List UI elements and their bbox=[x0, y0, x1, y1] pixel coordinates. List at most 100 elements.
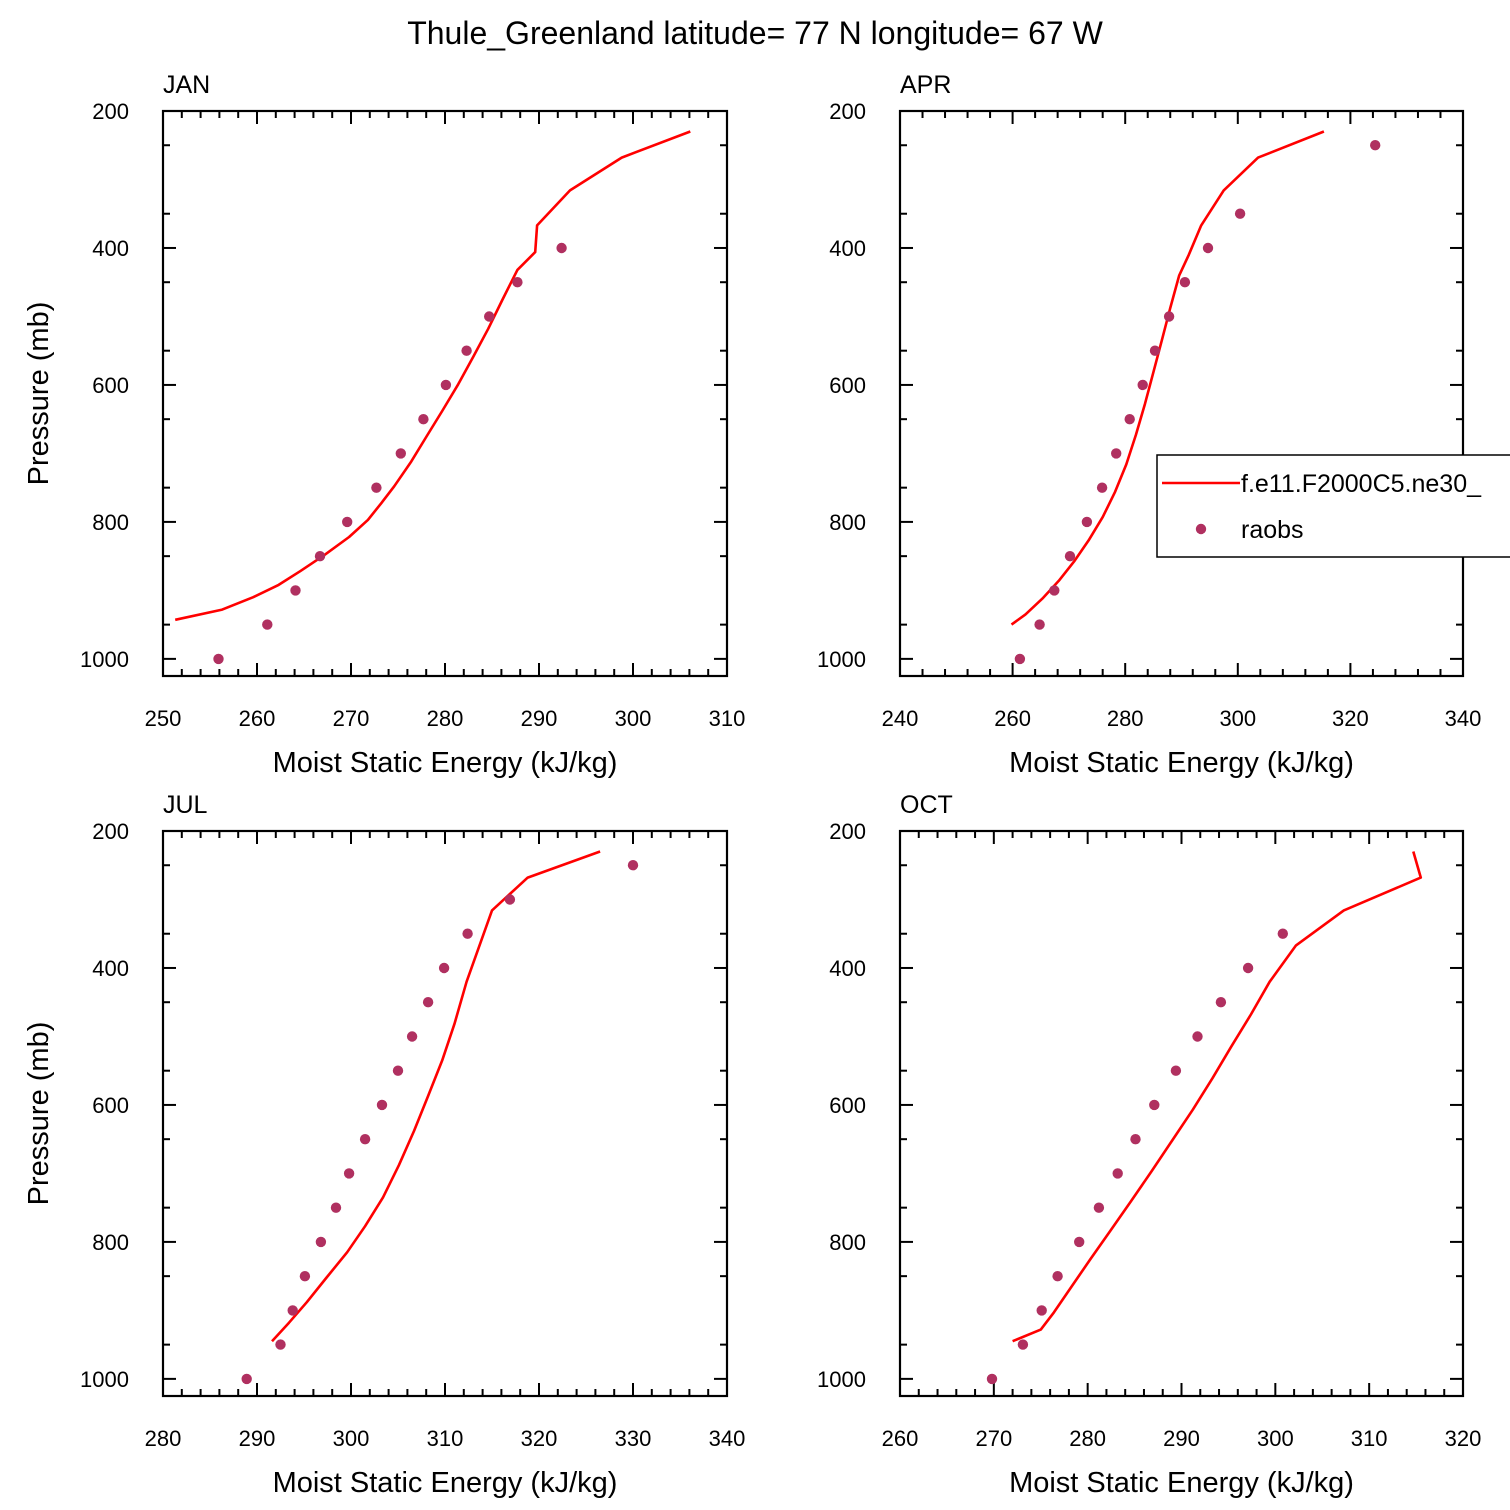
raobs-point bbox=[290, 585, 301, 596]
raobs-point bbox=[1163, 311, 1175, 322]
y-tick-label: 400 bbox=[92, 236, 129, 261]
raobs-point bbox=[1149, 345, 1161, 356]
model-profile-line bbox=[271, 850, 601, 1343]
axis-ticks bbox=[162, 830, 728, 1396]
raobs-point bbox=[1049, 585, 1060, 596]
x-tick-label: 340 bbox=[1445, 706, 1482, 731]
chart-panel-jul: 280 290 300 310 320 330 340 200 400 600 800 1000 JUL… bbox=[23, 791, 745, 1499]
raobs-point bbox=[315, 1236, 327, 1248]
y-tick-label: 800 bbox=[92, 1230, 129, 1255]
raobs-point bbox=[1234, 208, 1246, 219]
x-tick-label: 320 bbox=[1332, 706, 1369, 731]
chart-panel-jan: 250 260 270 280 290 300 310 200 400 600 800 1000 JAN… bbox=[23, 71, 745, 779]
legend-model-label: f.e11.F2000C5.ne30_ bbox=[1241, 470, 1482, 498]
x-tick-label: 270 bbox=[333, 706, 370, 731]
y-axis-label: Pressure (mb) bbox=[23, 302, 55, 486]
y-tick-label: 600 bbox=[92, 1093, 129, 1118]
plot-frame bbox=[161, 829, 729, 1398]
raobs-point bbox=[395, 448, 406, 459]
y-axis-label: Pressure (mb) bbox=[23, 1022, 55, 1206]
y-tick-label: 1000 bbox=[80, 647, 129, 672]
raobs-point bbox=[1096, 482, 1108, 493]
x-tick-label: 310 bbox=[427, 1426, 464, 1451]
raobs-point bbox=[1242, 962, 1254, 974]
x-tick-label: 270 bbox=[975, 1426, 1012, 1451]
raobs-point bbox=[330, 1202, 342, 1213]
model-profile-line bbox=[1010, 130, 1325, 626]
raobs-point bbox=[440, 379, 452, 391]
x-tick-label: 280 bbox=[427, 706, 464, 731]
raobs-point bbox=[1130, 1134, 1141, 1145]
x-tick-label: 300 bbox=[1219, 706, 1256, 731]
x-tick-label: 300 bbox=[1257, 1426, 1294, 1451]
raobs-point bbox=[1034, 619, 1045, 630]
y-tick-label: 800 bbox=[92, 510, 129, 535]
raobs-point bbox=[986, 1373, 998, 1385]
y-tick-label: 800 bbox=[829, 510, 866, 535]
chart-panel-apr: 240 260 280 300 320 340 200 400 600 800 1000 APR Moi… bbox=[817, 71, 1510, 779]
raobs-point bbox=[1112, 1168, 1123, 1179]
x-axis-label: Moist Static Energy (kJ/kg) bbox=[273, 1467, 618, 1499]
legend-marker-swatch bbox=[1195, 523, 1207, 535]
x-tick-label: 310 bbox=[709, 706, 746, 731]
plot-frame bbox=[898, 829, 1465, 1398]
raobs-point bbox=[262, 619, 273, 630]
panel-title: APR bbox=[900, 71, 951, 99]
raobs-point bbox=[438, 962, 450, 974]
raobs-point bbox=[392, 1065, 404, 1076]
panels: 250 260 270 280 290 300 310 200 400 600 800 1000 JAN… bbox=[23, 71, 1510, 1499]
panel-title: JAN bbox=[163, 71, 210, 99]
raobs-point bbox=[418, 414, 429, 425]
legend: f.e11.F2000C5.ne30_raobs bbox=[1156, 454, 1510, 558]
raobs-point bbox=[241, 1373, 252, 1385]
figure-title: Thule_Greenland latitude= 77 N longitude… bbox=[407, 15, 1103, 51]
x-tick-label: 340 bbox=[709, 1426, 746, 1451]
y-tick-label: 400 bbox=[92, 956, 129, 981]
raobs-point bbox=[1179, 277, 1191, 288]
raobs-point bbox=[1036, 1305, 1047, 1316]
x-tick-label: 280 bbox=[1069, 1426, 1106, 1451]
y-tick-label: 600 bbox=[92, 373, 129, 398]
raobs-point bbox=[376, 1099, 388, 1111]
axis-ticks bbox=[899, 110, 1464, 676]
y-tick-label: 400 bbox=[829, 956, 866, 981]
y-tick-label: 200 bbox=[829, 99, 866, 124]
y-tick-label: 600 bbox=[829, 1093, 866, 1118]
x-axis-label: Moist Static Energy (kJ/kg) bbox=[273, 747, 618, 779]
y-tick-label: 1000 bbox=[817, 647, 866, 672]
x-tick-label: 320 bbox=[1445, 1426, 1482, 1451]
raobs-point bbox=[1370, 140, 1381, 151]
x-tick-label: 300 bbox=[615, 706, 652, 731]
raobs-point bbox=[627, 860, 639, 871]
panel-title: OCT bbox=[900, 791, 953, 819]
x-axis-label: Moist Static Energy (kJ/kg) bbox=[1009, 747, 1354, 779]
raobs-point bbox=[299, 1271, 311, 1282]
raobs-point bbox=[484, 311, 495, 322]
x-tick-label: 260 bbox=[882, 1426, 919, 1451]
y-tick-label: 600 bbox=[829, 373, 866, 398]
raobs-point bbox=[314, 551, 326, 562]
raobs-point bbox=[1052, 1271, 1063, 1282]
x-tick-label: 260 bbox=[994, 706, 1031, 731]
raobs-point bbox=[406, 1031, 418, 1042]
y-tick-label: 400 bbox=[829, 236, 866, 261]
axis-ticks bbox=[899, 830, 1464, 1396]
raobs-point bbox=[342, 516, 353, 528]
x-tick-label: 330 bbox=[615, 1426, 652, 1451]
raobs-point bbox=[1014, 653, 1026, 665]
x-tick-label: 310 bbox=[1351, 1426, 1388, 1451]
raobs-point bbox=[1064, 551, 1076, 562]
raobs-point bbox=[287, 1305, 298, 1316]
y-tick-label: 200 bbox=[92, 819, 129, 844]
raobs-point bbox=[1093, 1202, 1105, 1213]
raobs-point bbox=[1017, 1339, 1029, 1350]
x-tick-label: 260 bbox=[239, 706, 276, 731]
raobs-point bbox=[1149, 1099, 1160, 1111]
x-tick-label: 240 bbox=[882, 706, 919, 731]
y-tick-label: 800 bbox=[829, 1230, 866, 1255]
raobs-point bbox=[422, 997, 434, 1008]
y-tick-label: 200 bbox=[829, 819, 866, 844]
raobs-point bbox=[1215, 997, 1227, 1008]
x-tick-label: 280 bbox=[1107, 706, 1144, 731]
